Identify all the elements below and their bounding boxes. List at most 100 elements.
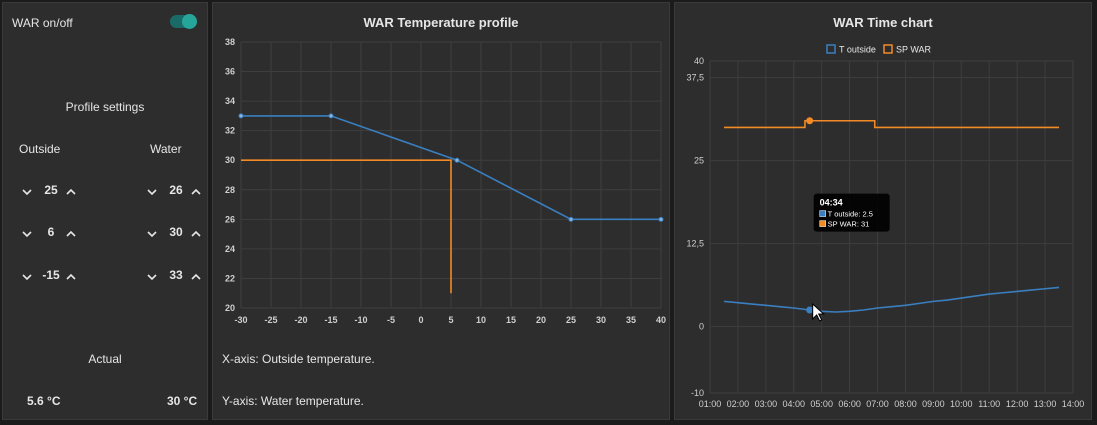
x-tick-label: 11:00	[978, 399, 1000, 409]
chevron-up-icon[interactable]	[65, 185, 79, 199]
x-tick-label: 10	[476, 315, 486, 325]
x-tick-label: 13:00	[1034, 399, 1057, 409]
chevron-up-icon[interactable]	[65, 270, 79, 284]
tooltip-line: SP WAR: 31	[828, 220, 870, 229]
y-tick-label: 32	[225, 126, 235, 136]
x-tick-label: 15	[506, 315, 516, 325]
chevron-up-icon[interactable]	[190, 227, 204, 241]
profile-point	[238, 113, 244, 119]
water-stepper-3[interactable]: 33	[146, 268, 212, 284]
outside-stepper-1[interactable]: 25	[21, 183, 87, 199]
chevron-down-icon[interactable]	[146, 185, 160, 199]
chevron-up-icon[interactable]	[65, 227, 79, 241]
legend-label: SP WAR	[896, 45, 932, 55]
hover-marker-sp-war	[806, 117, 814, 125]
legend-swatch	[826, 44, 836, 54]
x-tick-label: 07:00	[866, 399, 889, 409]
outside-stepper-3[interactable]: -15	[21, 268, 87, 284]
x-tick-label: 06:00	[838, 399, 861, 409]
x-tick-label: 40	[656, 315, 666, 325]
legend-swatch	[883, 44, 893, 54]
chevron-down-icon[interactable]	[146, 270, 160, 284]
actual-water-value: 30 °C	[167, 394, 198, 408]
x-tick-label: 5	[448, 315, 453, 325]
war-toggle-switch[interactable]	[170, 14, 197, 29]
time-chart-panel: WAR Time chart T outside SP WAR 01:00 02:00…	[674, 2, 1092, 420]
chevron-down-icon[interactable]	[21, 270, 35, 284]
water-stepper-2[interactable]: 30	[146, 225, 212, 241]
x-tick-label: 10:00	[950, 399, 973, 409]
actual-label: Actual	[88, 352, 122, 366]
x-tick-label: 01:00	[699, 399, 722, 409]
x-tick-label: 03:00	[755, 399, 778, 409]
chevron-up-icon[interactable]	[190, 185, 204, 199]
water-value: 33	[169, 268, 183, 282]
legend-label: T outside	[839, 45, 876, 55]
profile-settings-title: Profile settings	[65, 100, 145, 114]
chevron-down-icon[interactable]	[21, 185, 35, 199]
y-tick-label: 38	[225, 37, 235, 47]
x-tick-label: -20	[294, 315, 307, 325]
x-tick-label: 0	[418, 315, 423, 325]
x-tick-label: 14:00	[1062, 399, 1085, 409]
x-tick-label: 09:00	[922, 399, 945, 409]
mouse-cursor-icon	[812, 302, 825, 322]
x-tick-label: -10	[354, 315, 367, 325]
water-stepper-1[interactable]: 26	[146, 183, 212, 199]
y-tick-label: 22	[225, 273, 235, 283]
outside-value: 6	[47, 225, 55, 239]
y-tick-label: 28	[225, 185, 235, 195]
outside-value: 25	[44, 183, 58, 197]
tooltip-swatch	[819, 210, 826, 217]
toggle-label: WAR on/off	[12, 16, 73, 30]
x-tick-label: 12:00	[1006, 399, 1029, 409]
y-tick-label: -10	[691, 388, 704, 398]
y-tick-label: 12,5	[686, 239, 704, 249]
x-tick-label: 04:00	[783, 399, 806, 409]
y-tick-label: 30	[225, 155, 235, 165]
war-time-chart[interactable]: T outside SP WAR 01:00 02:00 03:00 04:00 05:00…	[675, 33, 1091, 418]
war-settings-panel: WAR on/off Profile settings Outside Wate…	[2, 2, 208, 420]
tooltip-box	[813, 193, 890, 232]
y-tick-label: 34	[225, 96, 235, 106]
x-tick-label: -5	[387, 315, 395, 325]
y-tick-label: 20	[225, 303, 235, 313]
chevron-down-icon[interactable]	[146, 227, 160, 241]
tooltip-swatch	[819, 220, 826, 227]
x-tick-label: 35	[626, 315, 636, 325]
outside-stepper-2[interactable]: 6	[21, 225, 87, 241]
chevron-up-icon[interactable]	[190, 270, 204, 284]
y-tick-label: 25	[694, 156, 704, 166]
profile-point	[454, 157, 460, 163]
profile-point	[328, 113, 334, 119]
y-tick-label: 37,5	[686, 73, 704, 83]
profile-point	[658, 216, 664, 222]
x-tick-label: 25	[566, 315, 576, 325]
x-tick-label: 05:00	[810, 399, 833, 409]
tooltip-line: T outside: 2.5	[828, 210, 873, 219]
outside-value: -15	[42, 268, 60, 282]
x-tick-label: -30	[234, 315, 247, 325]
time-chart-title: WAR Time chart	[833, 15, 933, 30]
x-tick-label: 08:00	[894, 399, 917, 409]
temperature-profile-chart[interactable]: -30 -25 -20 -15 -10 -5 0 5 10 15 20 25 30 35 40 20 22 24 2…	[213, 33, 669, 333]
water-column-label: Water	[150, 142, 182, 156]
tooltip-time: 04:34	[820, 198, 843, 208]
y-axis-note: Y-axis: Water temperature.	[222, 394, 364, 408]
y-tick-label: 40	[694, 56, 704, 66]
y-tick-label: 26	[225, 214, 235, 224]
x-tick-label: 02:00	[727, 399, 750, 409]
profile-series-line-2	[241, 159, 452, 294]
profile-chart-title: WAR Temperature profile	[363, 15, 519, 30]
hover-marker-t-outside	[806, 306, 814, 314]
water-value: 30	[169, 225, 183, 239]
time-series-line-1	[723, 286, 1060, 313]
outside-column-label: Outside	[19, 142, 61, 156]
x-tick-label: -15	[324, 315, 337, 325]
temperature-profile-panel: WAR Temperature profile -30 -25 -20 -15 -10-…	[212, 2, 670, 420]
chevron-down-icon[interactable]	[21, 227, 35, 241]
toggle-knob	[182, 14, 197, 29]
profile-point	[568, 216, 574, 222]
y-tick-label: 24	[225, 244, 235, 254]
y-tick-label: 0	[699, 322, 704, 332]
